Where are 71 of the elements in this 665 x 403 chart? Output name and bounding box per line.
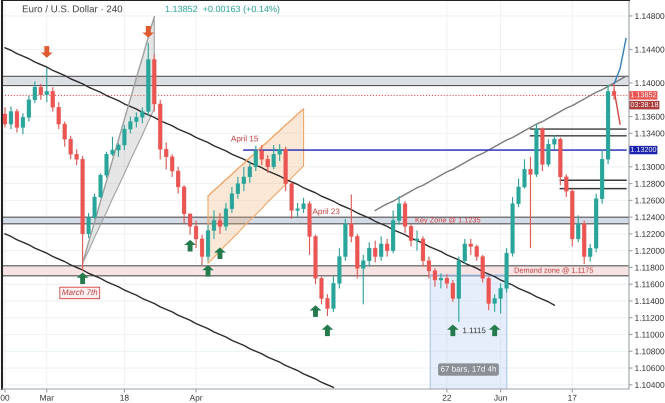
candlestick (420, 236, 426, 268)
line-series (374, 76, 627, 212)
candlestick (522, 158, 527, 190)
x-tick-label: Mar (40, 394, 54, 401)
candlestick (408, 224, 414, 248)
point (76, 272, 88, 284)
point (488, 324, 500, 336)
y-tick-label: 1.13000 (635, 164, 664, 170)
y-tick-label: 1.12200 (635, 231, 664, 238)
text: 1.13852 +0.00163 (+0.14%) (166, 6, 280, 14)
y-tick-label: 1.12800 (635, 180, 664, 187)
y-tick-label: 1.11200 (635, 314, 664, 321)
y-tick-label: 1.13400 (635, 130, 664, 136)
annotation: 67 bars, 17d 4h (440, 366, 496, 373)
line-series (207, 108, 304, 197)
candlestick (516, 178, 521, 208)
point (214, 247, 226, 259)
y-tick-label: 1.11000 (635, 332, 664, 338)
y-tick-label: 1.10600 (635, 365, 664, 372)
candlestick (110, 136, 115, 156)
candlestick (2, 106, 8, 128)
candlestick (379, 236, 384, 262)
candlestick (44, 67, 49, 103)
y-tick-label: 1.11600 (635, 281, 664, 288)
candlestick (438, 272, 443, 289)
y-tick-label: 1.14800 (635, 13, 664, 20)
candlestick (98, 172, 103, 198)
candlestick (104, 151, 109, 178)
x-tick-label: 18 (120, 394, 129, 401)
y-tick-label: 1.10400 (635, 382, 664, 388)
chart-title: Euro / U.S. Dollar · 240 (22, 5, 122, 12)
candlestick (528, 156, 533, 249)
candlestick (373, 240, 378, 263)
candlestick (218, 212, 222, 234)
candlestick (403, 200, 408, 234)
x-tick-label: 17 (568, 394, 576, 401)
candlestick (576, 214, 580, 243)
candlestick (200, 234, 204, 266)
annotation: April 15 (231, 136, 258, 144)
y-tick-label: 1.10800 (635, 348, 664, 354)
y-tick-label: 1.11400 (635, 298, 664, 304)
annotation: 1.1115 (463, 328, 486, 334)
point (40, 46, 53, 58)
annotation: April 23 (312, 208, 340, 216)
candlestick (325, 294, 330, 317)
y-tick-label: 1.11800 (635, 264, 664, 271)
candlestick (432, 268, 437, 288)
annotation: March 7th (62, 289, 98, 296)
x-tick-label: Jun (494, 394, 507, 401)
point (310, 305, 322, 317)
y-tick-label: 1.13600 (635, 114, 664, 120)
x-tick-label: Apr (190, 394, 202, 402)
y-tick-label: 1.12600 (635, 198, 664, 204)
candlestick (385, 238, 390, 258)
x-tick-label: 22 (442, 394, 452, 401)
point (142, 26, 154, 38)
y-tick-label: 1.14000 (635, 80, 664, 86)
point (202, 264, 214, 277)
y-tick-label: 1.12400 (635, 214, 664, 220)
candlestick (212, 210, 216, 240)
y-tick-label: 1.14400 (635, 46, 664, 53)
candlestick (426, 256, 432, 279)
point (184, 240, 196, 252)
point (322, 324, 334, 336)
candlestick (14, 108, 19, 134)
y-tick-label: 1.12000 (635, 248, 664, 254)
candlestick (8, 106, 14, 130)
candlestick (414, 230, 420, 252)
point (447, 324, 459, 336)
x-tick-label: 00 (0, 394, 10, 401)
candlestick (319, 276, 324, 305)
